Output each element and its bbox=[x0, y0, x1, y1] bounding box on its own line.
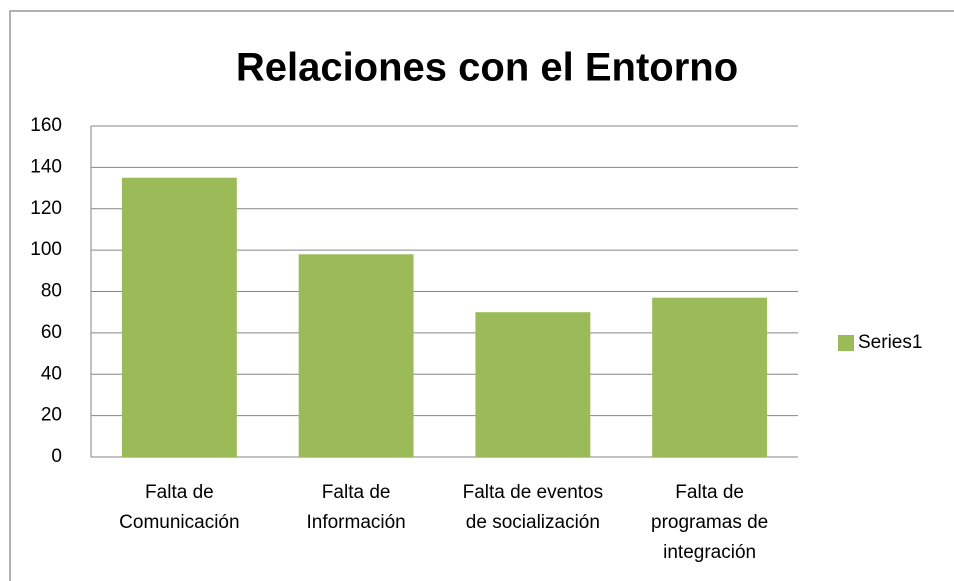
y-tick-label: 160 bbox=[30, 115, 62, 136]
y-tick-label: 40 bbox=[41, 363, 62, 384]
bar bbox=[652, 297, 768, 457]
y-tick-label: 120 bbox=[30, 198, 62, 219]
legend-label: Series1 bbox=[858, 332, 922, 353]
x-tick-label: Falta de Comunicación bbox=[119, 482, 240, 533]
bar bbox=[121, 177, 237, 457]
chart-border bbox=[9, 10, 954, 581]
x-tick-label: Falta de eventos de socialización bbox=[462, 482, 604, 533]
bar bbox=[298, 254, 414, 457]
y-tick-label: 20 bbox=[41, 405, 62, 426]
x-tick-label: Falta de programas de integración bbox=[651, 482, 769, 563]
y-tick-label: 80 bbox=[41, 281, 62, 302]
bar bbox=[475, 312, 591, 457]
chart-title: Relaciones con el Entorno bbox=[236, 46, 738, 90]
y-tick-label: 60 bbox=[41, 322, 62, 343]
x-tick-label: Falta de Información bbox=[306, 482, 406, 533]
y-tick-label: 0 bbox=[51, 446, 62, 467]
y-tick-label: 100 bbox=[30, 239, 62, 260]
legend-swatch bbox=[838, 335, 854, 351]
y-tick-label: 140 bbox=[30, 156, 62, 177]
